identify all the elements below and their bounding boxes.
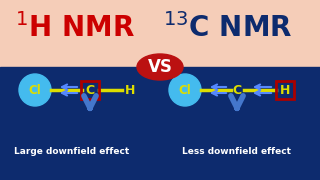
Bar (0, 67, 320, 180)
Text: Less downfield effect: Less downfield effect (182, 147, 292, 156)
Text: VS: VS (148, 58, 172, 76)
Circle shape (19, 74, 51, 106)
Bar (0, 0, 320, 67)
Text: H: H (125, 84, 135, 96)
Ellipse shape (137, 54, 183, 80)
Text: Large downfield effect: Large downfield effect (14, 147, 130, 156)
Text: white: white (75, 144, 79, 145)
Text: C: C (85, 84, 95, 96)
Circle shape (169, 74, 201, 106)
Text: Cl: Cl (179, 84, 191, 96)
Text: $^{13}$C NMR: $^{13}$C NMR (163, 13, 293, 43)
Text: $^{1}$H NMR: $^{1}$H NMR (15, 13, 135, 43)
Text: H: H (280, 84, 290, 96)
Text: C: C (232, 84, 242, 96)
Text: Cl: Cl (28, 84, 41, 96)
